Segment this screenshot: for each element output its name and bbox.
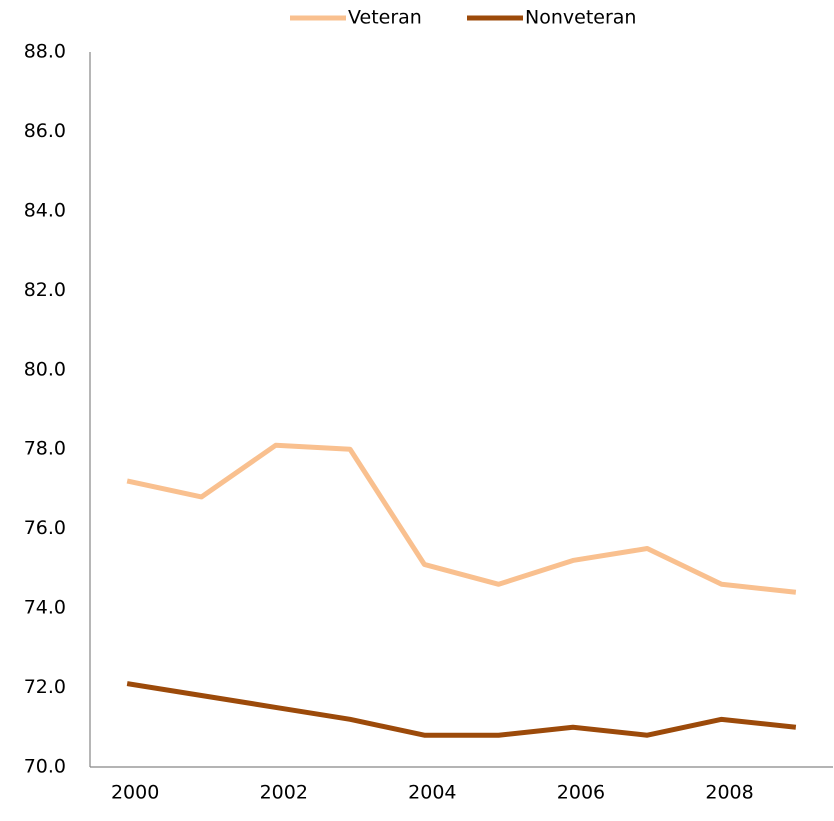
x-tick-label: 2000 <box>111 782 159 804</box>
series-line <box>126 442 797 595</box>
x-tick-label: 2004 <box>408 782 456 804</box>
y-tick-label: 70.0 <box>24 756 66 778</box>
y-tick-label: 76.0 <box>24 517 66 539</box>
y-tick-label: 74.0 <box>24 597 66 619</box>
y-tick-label: 82.0 <box>24 279 66 301</box>
y-tick-label: 80.0 <box>24 358 66 380</box>
y-tick-label: 88.0 <box>24 41 66 63</box>
legend-label: Nonveteran <box>525 7 636 29</box>
y-tick-label: 72.0 <box>24 676 66 698</box>
y-tick-label: 84.0 <box>24 199 66 221</box>
x-tick-label: 2002 <box>260 782 308 804</box>
y-tick-label: 86.0 <box>24 120 66 142</box>
x-tick-label: 2006 <box>557 782 605 804</box>
y-tick-label: 78.0 <box>24 438 66 460</box>
legend-label: Veteran <box>348 7 422 29</box>
series-line <box>126 681 797 738</box>
x-tick-label: 2008 <box>705 782 753 804</box>
